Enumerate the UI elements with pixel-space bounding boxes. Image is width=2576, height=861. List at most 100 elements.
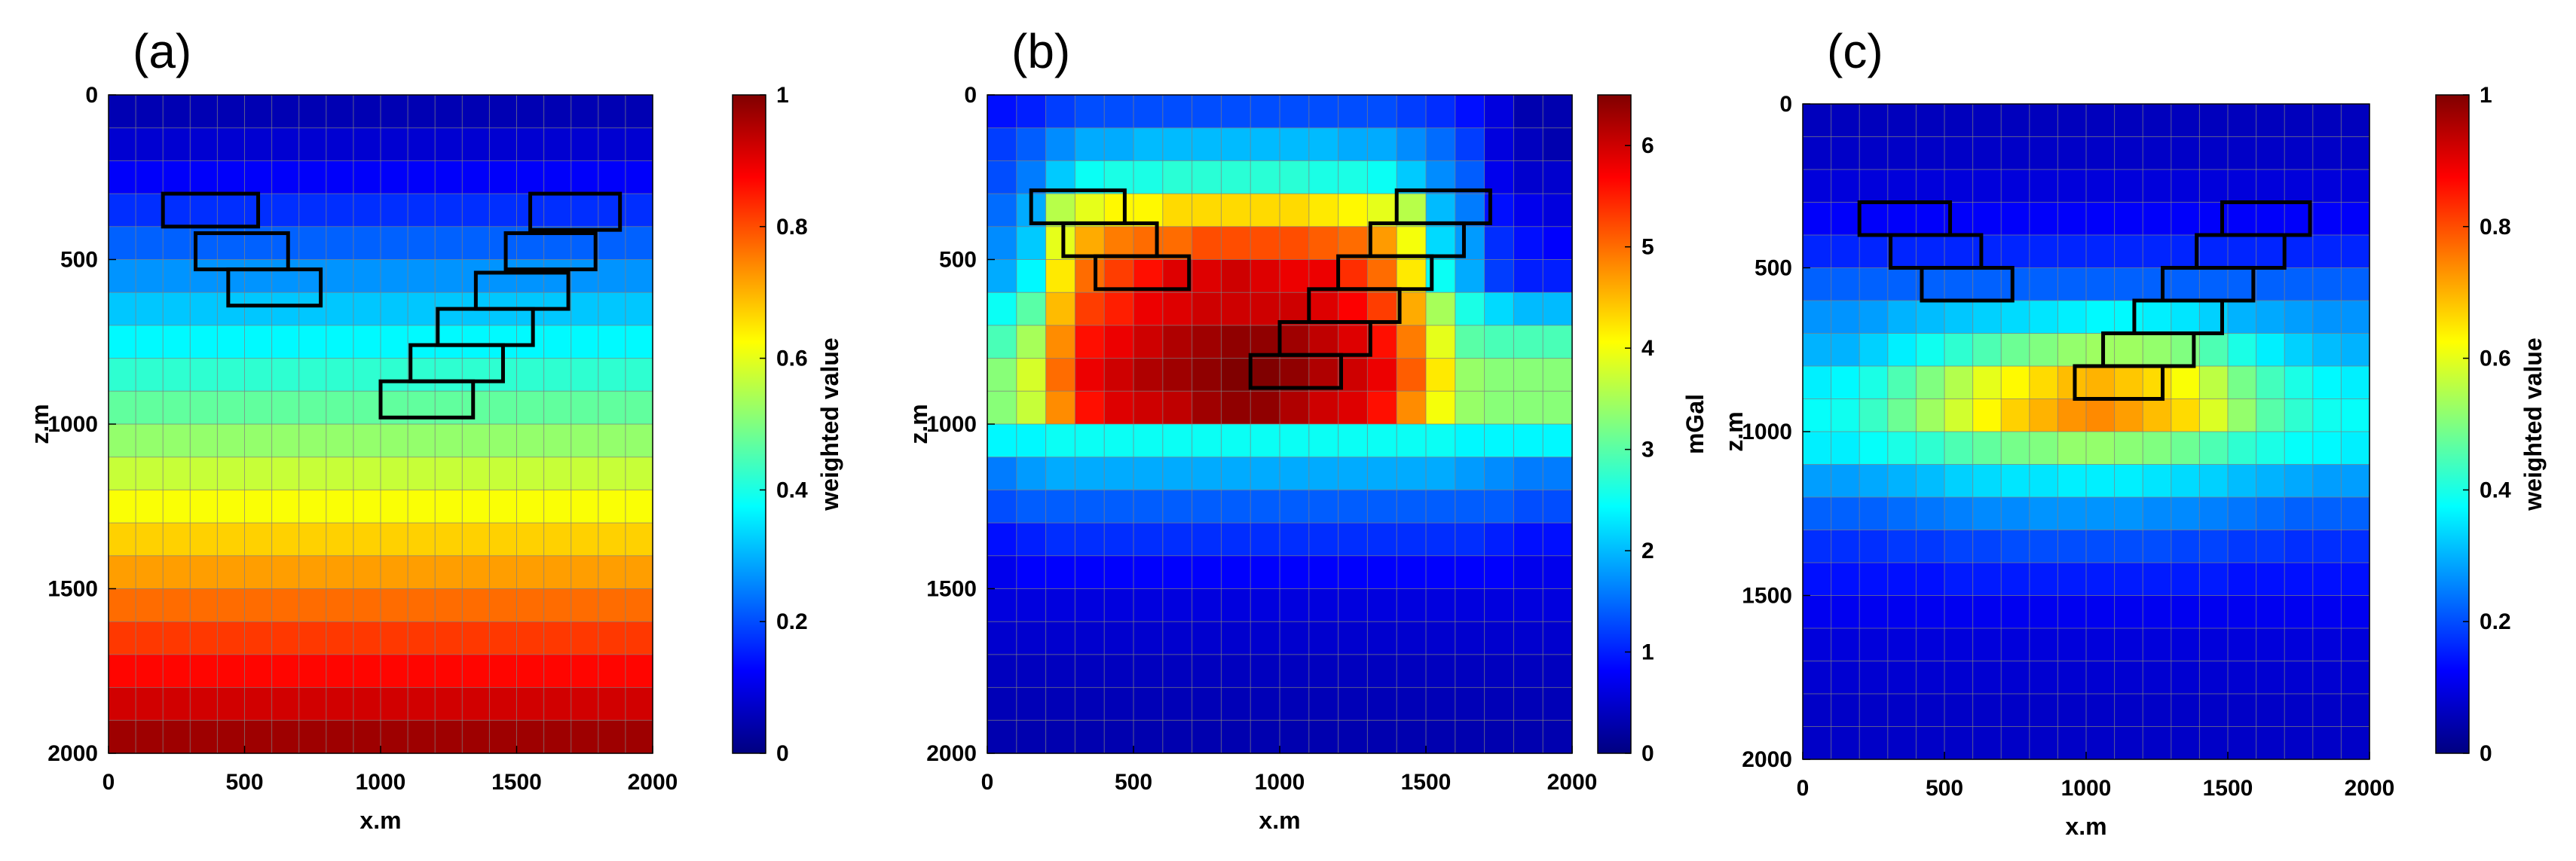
y-tick-label: 1500: [926, 577, 977, 602]
heatmap-cell: [1803, 595, 1832, 629]
heatmap-cell: [2171, 661, 2200, 695]
heatmap-cell: [109, 160, 136, 194]
heatmap-cell: [2312, 104, 2342, 138]
heatmap-cell: [1944, 136, 1974, 170]
heatmap-cell: [571, 490, 599, 524]
heatmap-cell: [598, 720, 626, 754]
heatmap-cell: [625, 95, 653, 129]
heatmap-cell: [2029, 398, 2058, 432]
heatmap-cell: [2312, 136, 2342, 170]
heatmap-cell: [435, 456, 463, 490]
heatmap-cell: [1972, 563, 2002, 597]
heatmap-cell: [571, 95, 599, 129]
colorbar-tick-label: 0: [2480, 741, 2492, 766]
heatmap-cell: [2029, 136, 2058, 170]
heatmap-cell: [2199, 136, 2229, 170]
heatmap-cell: [1192, 588, 1222, 622]
heatmap-cell: [2228, 694, 2257, 728]
heatmap-cell: [625, 226, 653, 261]
heatmap-cell: [244, 391, 273, 425]
heatmap-cell: [1250, 654, 1280, 688]
heatmap-cell: [1426, 490, 1456, 524]
heatmap-cell: [163, 720, 191, 754]
heatmap-cell: [2001, 366, 2030, 400]
heatmap-cell: [1803, 366, 1832, 400]
heatmap-cell: [2171, 136, 2200, 170]
heatmap-cell: [1543, 424, 1573, 458]
heatmap-cell: [2284, 628, 2314, 662]
heatmap-cell: [1803, 726, 1832, 760]
heatmap-cell: [516, 687, 545, 721]
heatmap-cell: [1944, 497, 1974, 531]
heatmap-cell: [408, 687, 436, 721]
heatmap-cell: [2114, 398, 2143, 432]
heatmap-cell: [1887, 267, 1917, 301]
heatmap-cell: [217, 160, 246, 194]
heatmap-cell: [271, 325, 300, 359]
heatmap-cell: [1916, 301, 1945, 334]
heatmap-cell: [1250, 292, 1280, 326]
heatmap-cell: [462, 720, 490, 754]
heatmap-cell: [1192, 654, 1222, 688]
heatmap-cell: [1075, 490, 1105, 524]
heatmap-cell: [2171, 694, 2200, 728]
heatmap-cell: [489, 456, 518, 490]
heatmap-cell: [516, 555, 545, 590]
heatmap-cell: [1916, 202, 1945, 236]
heatmap-cell: [408, 555, 436, 590]
heatmap-cell: [1944, 169, 1974, 203]
heatmap-cell: [271, 160, 300, 194]
heatmap-cell: [2086, 530, 2116, 563]
heatmap-cell: [2001, 694, 2030, 728]
heatmap-cell: [2341, 136, 2370, 170]
heatmap-cell: [1338, 621, 1368, 655]
heatmap-cell: [271, 621, 300, 655]
heatmap-cell: [1887, 235, 1917, 269]
heatmap-cell: [109, 588, 136, 622]
heatmap-cell: [1916, 333, 1945, 367]
heatmap-cell: [381, 259, 408, 293]
heatmap-cell: [1016, 325, 1047, 359]
heatmap-cell: [489, 621, 518, 655]
heatmap-cell: [136, 555, 164, 590]
heatmap-cell: [2086, 726, 2116, 760]
heatmap-cell: [217, 687, 246, 721]
heatmap-cell: [1075, 588, 1105, 622]
heatmap-cell: [489, 687, 518, 721]
heatmap-cell: [462, 358, 490, 392]
heatmap-cell: [1543, 259, 1573, 293]
heatmap-cell: [1075, 523, 1105, 557]
heatmap-cell: [1484, 687, 1514, 721]
heatmap-cell: [1916, 497, 1945, 531]
heatmap-cell: [2171, 595, 2200, 629]
heatmap-cell: [2143, 104, 2172, 138]
heatmap-cell: [163, 621, 191, 655]
heatmap-cell: [598, 555, 626, 590]
heatmap-cell: [136, 194, 164, 227]
heatmap-cell: [1831, 104, 1860, 138]
heatmap-cell: [2312, 432, 2342, 466]
heatmap-cells: [1803, 104, 2370, 760]
heatmap-cell: [1192, 292, 1222, 326]
heatmap-cell: [2171, 464, 2200, 498]
heatmap-cell: [326, 720, 354, 754]
heatmap-cell: [1543, 194, 1573, 227]
heatmap-cell: [1104, 687, 1134, 721]
heatmap-cell: [1513, 687, 1543, 721]
heatmap-cell: [2001, 235, 2030, 269]
heatmap-cell: [2341, 628, 2370, 662]
heatmap-cell: [1192, 391, 1222, 425]
heatmap-cell: [435, 687, 463, 721]
heatmap-cell: [1803, 104, 1832, 138]
heatmap-cell: [298, 588, 327, 622]
heatmap-cell: [1338, 523, 1368, 557]
x-tick-label: 0: [1797, 776, 1810, 801]
heatmap-cell: [1104, 127, 1134, 161]
heatmap-cell: [1484, 358, 1514, 392]
heatmap-cell: [408, 325, 436, 359]
heatmap-cell: [381, 325, 408, 359]
heatmap-cell: [1803, 398, 1832, 432]
heatmap-cell: [1972, 301, 2002, 334]
heatmap-cell: [2086, 628, 2116, 662]
heatmap-cell: [1016, 687, 1047, 721]
